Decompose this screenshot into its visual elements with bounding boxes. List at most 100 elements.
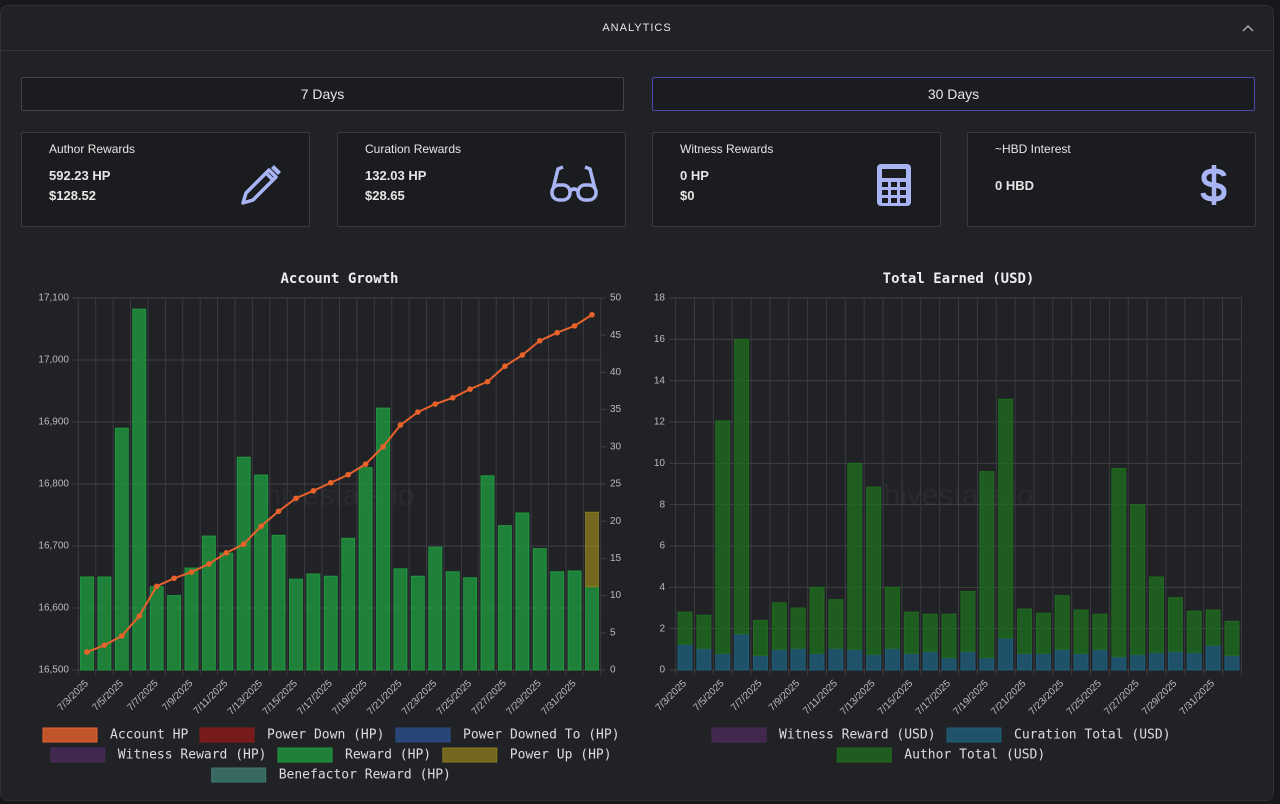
x-tick-label: 7/3/2025 [56, 678, 92, 714]
y-tick-label: 17,000 [38, 355, 69, 366]
legend-label: Witness Reward (USD) [779, 728, 936, 743]
legend-label: Benefactor Reward (HP) [279, 768, 451, 783]
bar [1017, 652, 1032, 671]
line-point [571, 323, 578, 329]
bar [80, 576, 94, 671]
bar [1111, 468, 1127, 658]
bar [1092, 648, 1108, 671]
y-tick-label: 16 [654, 334, 666, 345]
header[interactable]: ANALYTICS [0, 5, 1274, 51]
bar [979, 657, 995, 671]
legend-label: Witness Reward (HP) [118, 748, 267, 763]
bar [960, 650, 976, 671]
bar [323, 575, 338, 671]
bar [677, 611, 693, 645]
card: ~HBD Interest 0 HBD [967, 132, 1256, 227]
x-tick-label: 7/11/2025 [192, 678, 231, 717]
x-tick-label: 7/3/2025 [654, 678, 690, 714]
x-tick-label: 7/9/2025 [160, 678, 196, 714]
collapse-icon[interactable] [1242, 24, 1254, 32]
x-tick-label: 7/29/2025 [1140, 678, 1180, 718]
y-tick-label: 17,100 [38, 293, 69, 304]
bar [567, 570, 582, 671]
bar [1092, 613, 1108, 650]
x-tick-label: 7/23/2025 [1027, 678, 1067, 718]
bar [1205, 609, 1221, 646]
bar [998, 637, 1014, 671]
y-tick-label: 6 [659, 541, 665, 552]
bar [885, 586, 900, 649]
legend-label: Power Up (HP) [510, 748, 612, 763]
legend-swatch [711, 727, 767, 743]
card: Curation Rewards 132.03 HP $28.65 [337, 132, 626, 227]
line-point [240, 541, 247, 547]
bar [1054, 648, 1070, 671]
bar [715, 420, 731, 654]
bar [515, 512, 530, 671]
header-title: ANALYTICS [602, 22, 672, 34]
legend-label: Reward (HP) [345, 748, 431, 763]
line-point [293, 495, 299, 502]
x-tick-label: 7/13/2025 [226, 678, 266, 718]
bar [341, 537, 356, 671]
y2-tick-label: 0 [610, 665, 616, 676]
bar [734, 633, 750, 671]
x-tick-label: 7/27/2025 [1102, 678, 1142, 718]
pencil-icon [241, 165, 281, 205]
tab[interactable]: 7 Days [21, 77, 624, 111]
tab-active[interactable]: 30 Days [652, 77, 1255, 111]
bar [998, 398, 1014, 639]
glasses-icon [550, 165, 598, 202]
y-tick-label: 8 [659, 499, 665, 510]
y2-tick-label: 30 [610, 441, 622, 452]
bar [790, 607, 806, 649]
bar [219, 552, 234, 671]
dollar-icon [1200, 165, 1227, 205]
bar [1073, 652, 1089, 671]
line-point [519, 352, 526, 358]
card-value: 0 HBD [995, 178, 1035, 193]
bar [1130, 504, 1146, 655]
bar [809, 586, 825, 654]
bar [1130, 654, 1146, 671]
y-tick-label: 16,800 [38, 479, 69, 490]
x-tick-label: 7/27/2025 [470, 678, 510, 718]
line-point [554, 329, 560, 336]
bar [410, 575, 425, 671]
x-tick-label: 7/25/2025 [435, 678, 475, 718]
line-point [589, 311, 595, 318]
bar [97, 576, 112, 671]
line-point [380, 444, 386, 450]
bar [1205, 644, 1221, 671]
y-tick-label: 12 [654, 417, 666, 428]
card-label: Witness Rewards [680, 142, 774, 156]
y-tick-label: 18 [654, 293, 666, 304]
line-point [136, 613, 143, 619]
line-point [310, 488, 317, 494]
line-point [84, 649, 90, 655]
line-point [119, 633, 125, 639]
line-point [327, 479, 334, 486]
x-tick-label: 7/9/2025 [767, 678, 803, 714]
card-label: Author Rewards [49, 142, 136, 156]
x-tick-label: 7/7/2025 [125, 678, 161, 714]
legend-swatch [50, 747, 106, 763]
bar [715, 652, 731, 671]
legend-swatch [442, 747, 498, 763]
bar [1224, 655, 1240, 671]
card: Author Rewards 592.23 HP $128.52 [21, 132, 310, 227]
bar [1167, 597, 1183, 652]
x-tick-label: 7/5/2025 [91, 678, 127, 714]
chart-title: Total Earned (USD) [883, 271, 1035, 287]
legend-swatch [946, 727, 1002, 743]
bar [376, 407, 390, 671]
y-tick-label: 16,900 [38, 417, 69, 428]
bar [358, 467, 373, 671]
y-tick-label: 16,700 [38, 541, 69, 552]
bar [201, 535, 216, 671]
y-tick-label: 10 [654, 458, 666, 469]
bar [1073, 609, 1089, 654]
y2-tick-label: 45 [610, 330, 622, 341]
bar [677, 643, 693, 671]
